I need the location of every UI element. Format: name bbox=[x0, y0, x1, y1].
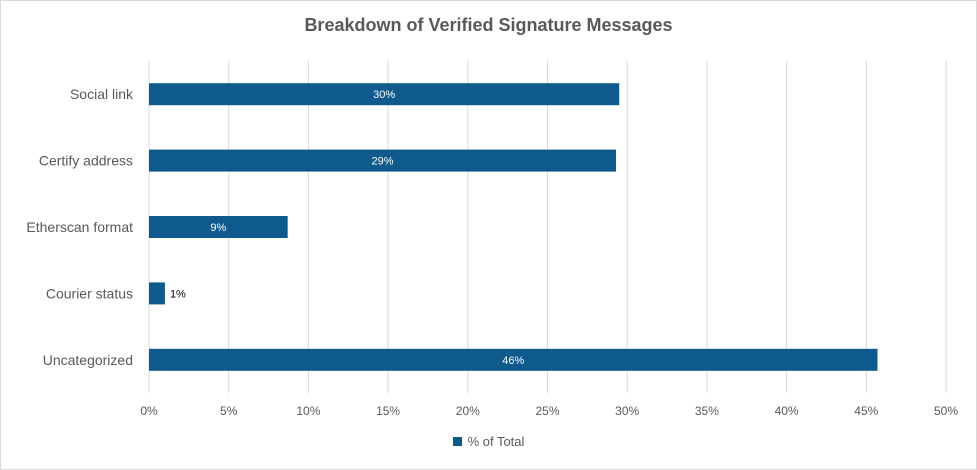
category-label: Certify address bbox=[39, 153, 133, 169]
bar bbox=[149, 83, 620, 106]
bar bbox=[149, 149, 617, 172]
x-tick-label: 45% bbox=[854, 404, 878, 418]
category-label: Etherscan format bbox=[26, 219, 133, 235]
bar bbox=[149, 348, 878, 371]
data-label: 1% bbox=[170, 288, 186, 300]
x-tick-label: 15% bbox=[376, 404, 400, 418]
data-label: 9% bbox=[210, 222, 226, 234]
chart-title: Breakdown of Verified Signature Messages bbox=[304, 15, 673, 35]
category-label: Social link bbox=[70, 86, 134, 102]
x-tick-label: 5% bbox=[220, 404, 238, 418]
data-label: 30% bbox=[373, 89, 395, 101]
x-tick-label: 20% bbox=[456, 404, 480, 418]
data-label: 46% bbox=[502, 355, 524, 367]
category-label: Uncategorized bbox=[43, 352, 133, 368]
x-tick-label: 25% bbox=[535, 404, 559, 418]
category-label: Courier status bbox=[46, 285, 133, 301]
bar bbox=[149, 216, 288, 238]
legend-label: % of Total bbox=[467, 434, 525, 449]
x-tick-label: 50% bbox=[934, 404, 958, 418]
x-tick-label: 0% bbox=[140, 404, 158, 418]
legend: % of Total bbox=[1, 434, 976, 449]
x-tick-label: 35% bbox=[695, 404, 719, 418]
bar bbox=[149, 282, 165, 305]
x-tick-label: 40% bbox=[775, 404, 799, 418]
data-label: 29% bbox=[372, 156, 394, 168]
x-tick-label: 30% bbox=[615, 404, 639, 418]
legend-swatch bbox=[452, 437, 462, 446]
x-tick-label: 10% bbox=[296, 404, 320, 418]
